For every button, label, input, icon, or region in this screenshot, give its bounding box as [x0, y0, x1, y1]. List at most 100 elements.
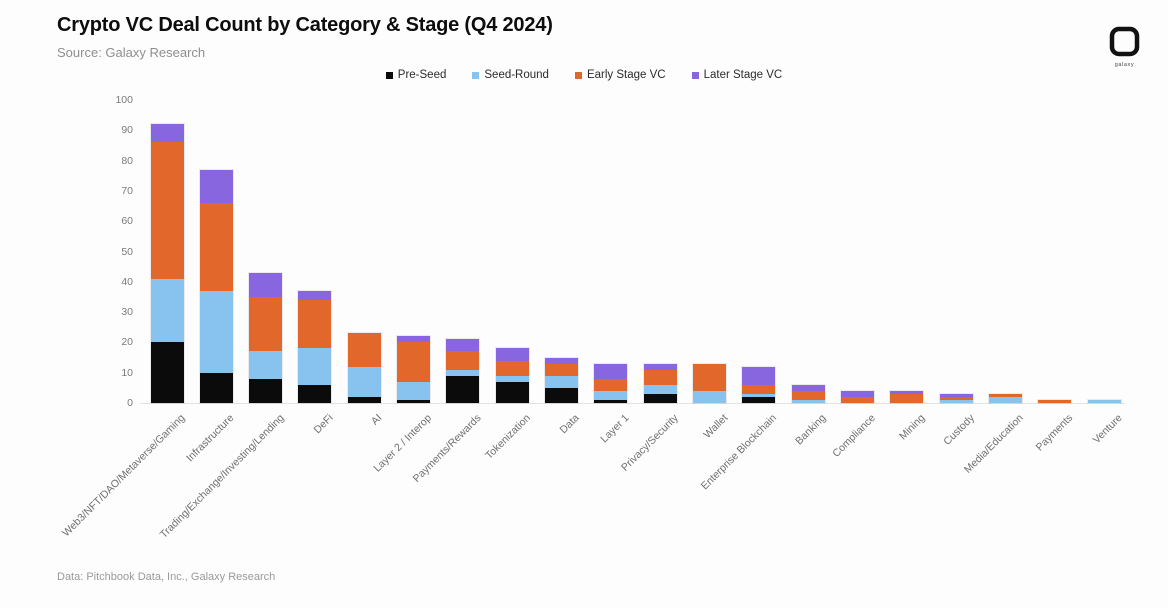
- bar-segment: [545, 387, 579, 403]
- bar-segment: [150, 142, 184, 279]
- bar-segment: [791, 390, 825, 400]
- y-tick-label: 80: [121, 154, 133, 167]
- bar-segment: [249, 272, 283, 297]
- bar-column: [890, 390, 924, 403]
- bar-column: [791, 384, 825, 403]
- bar-segment: [890, 390, 924, 394]
- legend-marker-icon: [691, 71, 699, 79]
- x-category-label: Custody: [940, 412, 977, 448]
- legend: Pre-Seed Seed-Round Early Stage VC Later St…: [0, 69, 1168, 81]
- galaxy-logo-text: galaxy: [1115, 62, 1135, 68]
- x-category-label: Layer 1: [598, 412, 632, 446]
- y-tick-label: 40: [121, 275, 133, 288]
- bar-segment: [840, 390, 874, 397]
- bar-segment: [199, 203, 233, 291]
- bar-segment: [347, 333, 381, 367]
- y-tick-label: 20: [121, 336, 133, 349]
- legend-marker-icon: [472, 71, 480, 79]
- bar-segment: [397, 399, 431, 403]
- bar-segment: [249, 351, 283, 379]
- bar-segment: [495, 348, 529, 361]
- bar-segment: [939, 393, 973, 397]
- bar-segment: [791, 384, 825, 391]
- bar-column: [643, 363, 677, 403]
- bar-segment: [446, 375, 480, 403]
- chart-title: Crypto VC Deal Count by Category & Stage…: [57, 14, 553, 36]
- bar-segment: [298, 299, 332, 349]
- legend-marker-icon: [574, 71, 582, 79]
- y-tick-label: 0: [127, 397, 133, 409]
- bar-segment: [643, 393, 677, 403]
- legend-label: Later Stage VC: [703, 69, 783, 81]
- legend-item-1: Seed-Round: [472, 69, 549, 81]
- bar-segment: [939, 399, 973, 403]
- legend-marker-icon: [385, 71, 393, 79]
- legend-label: Seed-Round: [484, 69, 549, 81]
- bar-column: [693, 363, 727, 403]
- bar-column: [347, 333, 381, 403]
- bar-column: [397, 336, 431, 403]
- y-tick-label: 90: [121, 124, 133, 137]
- bar-segment: [446, 339, 480, 352]
- data-attribution: Data: Pitchbook Data, Inc., Galaxy Resea…: [57, 571, 276, 583]
- bar-segment: [693, 363, 727, 391]
- bar-segment: [199, 372, 233, 403]
- bar-segment: [249, 296, 283, 352]
- bar-segment: [495, 375, 529, 382]
- bar-column: [495, 348, 529, 403]
- bar-column: [446, 339, 480, 403]
- x-category-label: Venture: [1090, 412, 1125, 447]
- y-tick-label: 10: [121, 366, 133, 379]
- legend-item-2: Early Stage VC: [574, 69, 666, 81]
- bar-segment: [199, 169, 233, 204]
- bar-segment: [545, 357, 579, 364]
- bar-segment: [742, 393, 776, 397]
- bar-segment: [347, 366, 381, 397]
- bar-segment: [939, 396, 973, 400]
- bar-segment: [298, 290, 332, 300]
- x-category-label: Infrastructure: [184, 412, 237, 465]
- y-tick-label: 60: [121, 215, 133, 228]
- bar-segment: [988, 393, 1022, 397]
- bar-column: [249, 272, 283, 403]
- bar-column: [594, 363, 628, 403]
- x-category-label: AI: [369, 412, 385, 428]
- bar-segment: [150, 278, 184, 343]
- legend-label: Early Stage VC: [586, 69, 666, 81]
- bar-segment: [840, 396, 874, 403]
- bar-segment: [397, 336, 431, 343]
- bar-segment: [545, 363, 579, 376]
- x-category-label: Wallet: [701, 412, 731, 441]
- bar-column: [742, 366, 776, 403]
- bar-segment: [199, 290, 233, 373]
- y-tick-label: 100: [115, 94, 133, 106]
- bar-segment: [298, 348, 332, 385]
- bar-segment: [742, 396, 776, 403]
- bar-segment: [1038, 399, 1072, 403]
- bar-segment: [150, 342, 184, 403]
- bar-column: [545, 357, 579, 403]
- bar-column: [988, 393, 1022, 403]
- bar-segment: [347, 396, 381, 403]
- y-tick-label: 30: [121, 306, 133, 319]
- bar-segment: [397, 342, 431, 382]
- bar-segment: [298, 384, 332, 403]
- bar-column: [199, 169, 233, 403]
- bar-segment: [594, 399, 628, 403]
- y-tick-label: 70: [121, 184, 133, 197]
- bar-segment: [545, 375, 579, 388]
- bar-segment: [643, 384, 677, 394]
- galaxy-logo-icon: galaxy: [1104, 26, 1144, 72]
- bar-segment: [495, 381, 529, 403]
- x-category-label: Data: [557, 412, 583, 437]
- bar-segment: [643, 369, 677, 385]
- bar-column: [939, 393, 973, 403]
- x-category-label: Banking: [793, 412, 829, 448]
- bar-segment: [594, 390, 628, 400]
- bar-segment: [446, 369, 480, 376]
- x-category-label: Tokenization: [482, 412, 533, 462]
- bar-segment: [594, 363, 628, 379]
- bar-segment: [693, 390, 727, 403]
- bar-segment: [594, 378, 628, 391]
